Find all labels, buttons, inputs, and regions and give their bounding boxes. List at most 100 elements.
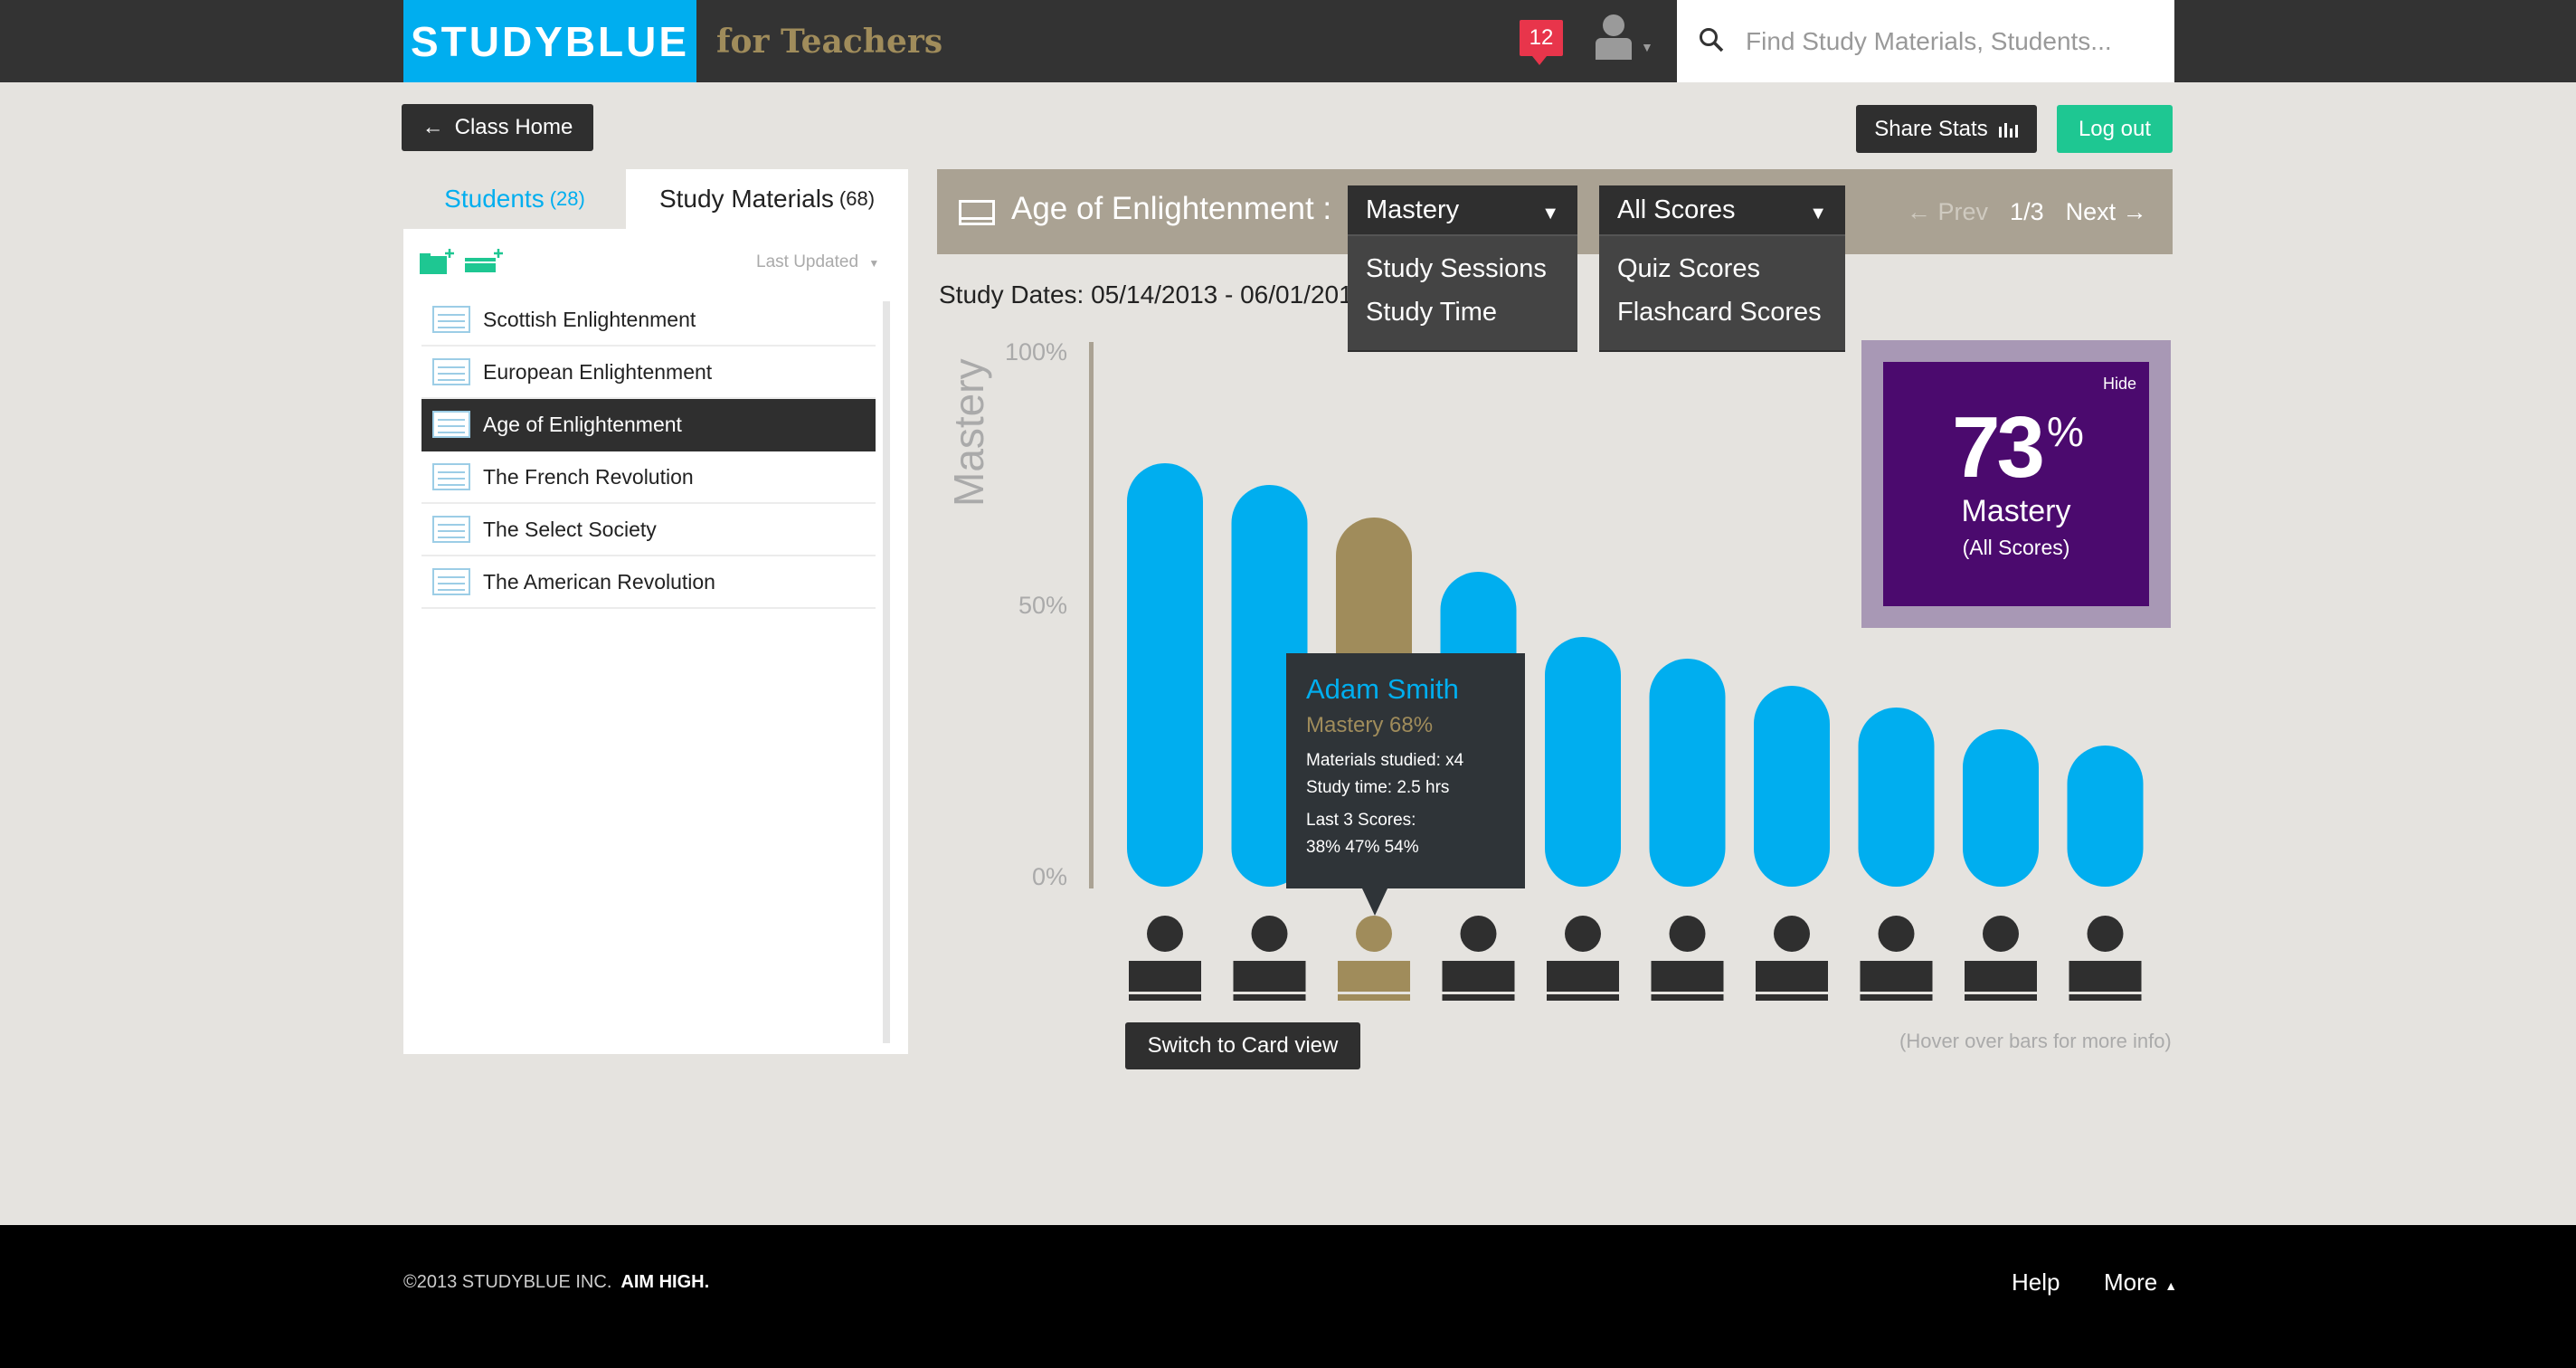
mastery-summary-inner: Hide 73% Mastery (All Scores) — [1883, 362, 2149, 606]
search-icon — [1700, 28, 1724, 52]
list-item-label: Scottish Enlightenment — [483, 307, 696, 331]
y-tick-label: 100% — [1004, 338, 1067, 366]
tab-study-materials[interactable]: Study Materials (68) — [626, 169, 908, 229]
student-desk-icon[interactable] — [1129, 961, 1201, 1001]
prev-button[interactable]: ← Prev — [1907, 197, 1989, 225]
student-head-icon[interactable] — [1774, 916, 1810, 952]
arrow-left-icon: ← — [421, 115, 444, 139]
pager: ← Prev 1/3 Next → — [1907, 194, 2151, 230]
student-desk-icon[interactable] — [1338, 961, 1410, 1001]
mastery-bar[interactable] — [1858, 708, 1935, 887]
mastery-summary: Hide 73% Mastery (All Scores) — [1861, 340, 2171, 628]
sidebar-tabs: Students (28) Study Materials (68) — [403, 169, 908, 229]
mastery-bar[interactable] — [1545, 637, 1621, 887]
option-study-sessions[interactable]: Study Sessions — [1348, 247, 1577, 290]
student-desk-icon[interactable] — [1756, 961, 1828, 1001]
student-head-icon[interactable] — [1983, 916, 2019, 952]
metric-dropdown[interactable]: Mastery ▼ Study Sessions Study Time — [1348, 185, 1577, 352]
sort-dropdown[interactable]: Last Updated ▼ — [756, 252, 879, 272]
score-dropdown-selected[interactable]: All Scores ▼ — [1599, 185, 1845, 236]
student-head-icon[interactable] — [1251, 916, 1288, 952]
score-dropdown[interactable]: All Scores ▼ Quiz Scores Flashcard Score… — [1599, 185, 1845, 352]
option-study-time[interactable]: Study Time — [1348, 290, 1577, 334]
student-head-icon[interactable] — [1147, 916, 1183, 952]
tooltip-study-time: Study time: 2.5 hrs — [1306, 778, 1450, 797]
list-item[interactable]: Scottish Enlightenment — [421, 294, 876, 347]
student-head-icon[interactable] — [1565, 916, 1601, 952]
list-item[interactable]: European Enlightenment — [421, 347, 876, 399]
list-item-label: The American Revolution — [483, 569, 715, 594]
mastery-bar[interactable] — [2067, 746, 2144, 887]
student-desk-icon[interactable] — [1442, 961, 1515, 1001]
scrollbar[interactable] — [883, 301, 890, 1043]
next-button[interactable]: Next → — [2065, 197, 2147, 225]
materials-panel: Last Updated ▼ Scottish Enlightenment Eu… — [403, 229, 908, 1054]
student-desk-edge — [1129, 992, 1201, 994]
studyblue-logo[interactable]: STUDYBLUE — [403, 0, 696, 82]
student-desk-icon[interactable] — [1547, 961, 1619, 1001]
student-desk-edge — [1442, 992, 1515, 994]
metric-dropdown-selected[interactable]: Mastery ▼ — [1348, 185, 1577, 236]
student-desk-edge — [2069, 992, 2142, 994]
study-set-icon — [432, 516, 470, 543]
list-item-selected[interactable]: Age of Enlightenment — [421, 399, 876, 451]
list-item-label: The French Revolution — [483, 464, 694, 489]
slogan: AIM HIGH. — [620, 1272, 710, 1292]
student-head-icon[interactable] — [2087, 916, 2124, 952]
mastery-bar[interactable] — [1649, 659, 1726, 887]
list-item[interactable]: The French Revolution — [421, 451, 876, 504]
more-menu[interactable]: More ▲ — [2104, 1268, 2178, 1296]
student-desk-icon[interactable] — [1651, 961, 1724, 1001]
caret-down-icon: ▼ — [1541, 204, 1559, 223]
caret-up-icon: ▲ — [2164, 1278, 2178, 1293]
mastery-label: Mastery — [1961, 494, 2071, 528]
list-item[interactable]: The American Revolution — [421, 556, 876, 609]
student-desk-edge — [1338, 992, 1410, 994]
mastery-bar[interactable] — [1754, 686, 1830, 887]
user-avatar-icon — [1603, 14, 1624, 36]
notification-badge[interactable]: 12 — [1520, 20, 1563, 65]
bar-chart-icon — [1998, 122, 2018, 138]
tab-students[interactable]: Students (28) — [403, 169, 626, 229]
student-head-icon[interactable] — [1669, 916, 1706, 952]
list-item-label: The Select Society — [483, 517, 657, 541]
option-quiz-scores[interactable]: Quiz Scores — [1599, 247, 1845, 290]
student-desk-icon[interactable] — [2069, 961, 2142, 1001]
mastery-percent: 73% — [1952, 399, 2084, 496]
list-item-label: European Enlightenment — [483, 359, 713, 384]
student-desk-edge — [1233, 992, 1306, 994]
logout-button[interactable]: Log out — [2057, 105, 2173, 153]
student-head-icon[interactable] — [1356, 916, 1392, 952]
share-stats-button[interactable]: Share Stats — [1856, 105, 2037, 153]
student-tooltip: Adam Smith Mastery 68% Materials studied… — [1286, 653, 1525, 916]
tab-materials-label: Study Materials — [658, 185, 834, 213]
study-dates: Study Dates: 05/14/2013 - 06/01/2013 — [939, 280, 1368, 309]
copyright: ©2013 STUDYBLUE INC. AIM HIGH. — [403, 1272, 710, 1292]
user-menu[interactable]: ▼ — [1592, 13, 1657, 67]
search-input[interactable] — [1746, 24, 2144, 60]
y-tick-label: 0% — [1031, 863, 1067, 890]
list-item[interactable]: The Select Society — [421, 504, 876, 556]
add-folder-icon[interactable] — [420, 249, 454, 274]
add-study-set-icon[interactable] — [465, 249, 503, 274]
help-link[interactable]: Help — [2012, 1268, 2060, 1296]
class-home-button[interactable]: ← Class Home — [402, 104, 593, 151]
tab-students-count: (28) — [549, 187, 585, 210]
metric-dropdown-options: Study Sessions Study Time — [1348, 236, 1577, 350]
student-desk-icon[interactable] — [1233, 961, 1306, 1001]
class-home-label: Class Home — [454, 115, 573, 139]
hide-button[interactable]: Hide — [2102, 375, 2136, 393]
study-set-icon — [432, 463, 470, 490]
student-head-icon[interactable] — [1460, 916, 1497, 952]
option-flashcard-scores[interactable]: Flashcard Scores — [1599, 290, 1845, 334]
tab-materials-count: (68) — [838, 187, 876, 210]
material-title: Age of Enlightenment : — [1011, 191, 1332, 226]
tab-students-label: Students — [444, 185, 545, 213]
switch-card-view-button[interactable]: Switch to Card view — [1125, 1022, 1360, 1069]
share-stats-label: Share Stats — [1874, 116, 1988, 141]
student-desk-icon[interactable] — [1860, 961, 1933, 1001]
mastery-bar[interactable] — [1963, 729, 2039, 887]
student-desk-icon[interactable] — [1965, 961, 2037, 1001]
student-head-icon[interactable] — [1878, 916, 1915, 952]
mastery-bar[interactable] — [1127, 463, 1203, 887]
